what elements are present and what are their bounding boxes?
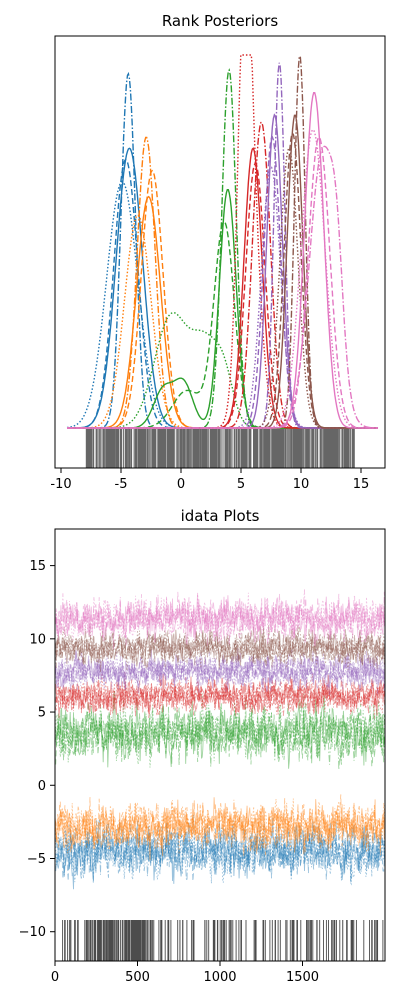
rank-rug-ticks	[86, 428, 354, 468]
idata-y-tick-label: 15	[29, 559, 46, 574]
idata-y-tick-label: −10	[19, 925, 46, 940]
idata-trace-lines	[55, 589, 385, 889]
idata-plots-plot: idata Plots 0 500 1000 1500 −10 −5 0 5 10 15	[19, 507, 385, 985]
idata-x-tick-label: 1500	[286, 970, 319, 985]
idata-y-tick-label: 5	[38, 706, 46, 721]
idata-y-tick-label: 10	[29, 632, 46, 647]
idata-x-axis: 0 500 1000 1500	[51, 961, 319, 985]
idata-x-tick-label: 1000	[203, 970, 236, 985]
rank-x-axis: -10 -5 0 5 10 15	[50, 468, 369, 492]
idata-y-tick-label: −5	[27, 852, 46, 867]
rank-x-tick-label: 5	[237, 477, 245, 492]
idata-rug	[63, 920, 383, 961]
rank-x-tick-label: -5	[115, 477, 128, 492]
idata-rug-ticks	[63, 920, 383, 961]
rank-posteriors-title: Rank Posteriors	[162, 12, 279, 30]
rank-density-lines	[67, 55, 378, 428]
idata-x-tick-label: 500	[125, 970, 150, 985]
rank-x-tick-label: 10	[293, 477, 310, 492]
idata-y-tick-label: 0	[38, 779, 46, 794]
density-line-1-3	[67, 215, 378, 428]
density-line-2-1	[67, 222, 378, 428]
density-line-0-2	[67, 74, 378, 428]
idata-plots-title: idata Plots	[181, 507, 260, 525]
idata-x-tick-label: 0	[51, 970, 59, 985]
idata-y-axis: −10 −5 0 5 10 15	[19, 559, 55, 940]
rank-posteriors-plot: Rank Posteriors -10 -5 0 5 10 15	[50, 12, 385, 492]
rank-rug	[86, 428, 354, 468]
rank-x-tick-label: 15	[353, 477, 370, 492]
rank-x-tick-label: 0	[177, 477, 185, 492]
rank-x-tick-label: -10	[50, 477, 71, 492]
